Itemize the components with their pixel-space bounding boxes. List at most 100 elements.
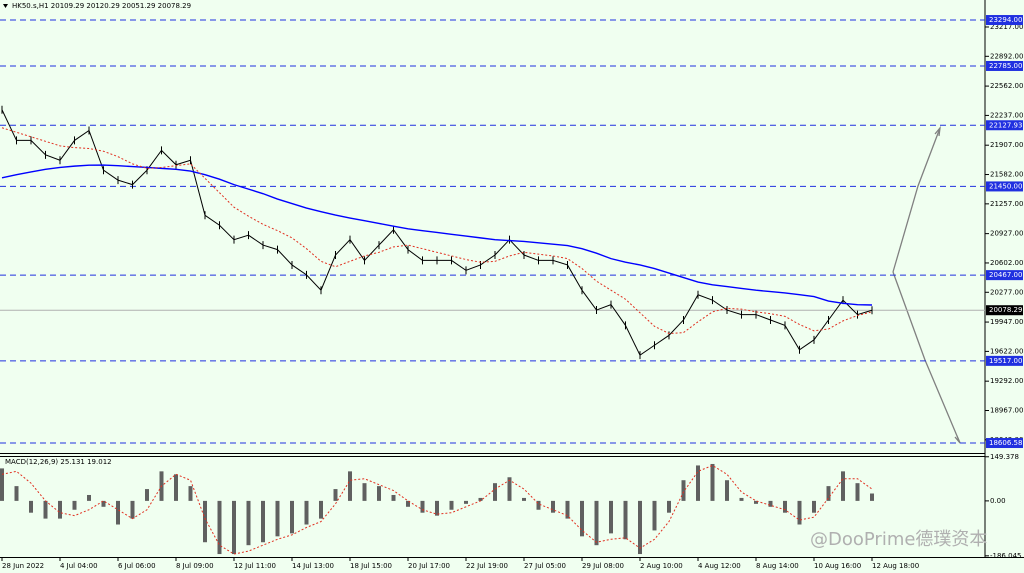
macd-bar: [203, 500, 207, 543]
macd-bar: [464, 500, 468, 504]
macd-bar: [710, 463, 715, 501]
macd-bar: [406, 500, 410, 507]
macd-bar: [261, 500, 265, 543]
macd-bar: [43, 500, 48, 519]
header: HK50.s,H1 20109.29 20120.29 20051.29 200…: [12, 2, 191, 10]
macd-bar: [478, 497, 483, 501]
x-tick-label: 28 Jun 2022: [2, 562, 44, 570]
macd-bar: [333, 489, 338, 501]
macd-bar: [870, 493, 874, 501]
macd-bar: [797, 500, 802, 525]
macd-bar: [783, 500, 787, 513]
level-box: [986, 438, 1023, 449]
macd-bar: [246, 500, 251, 546]
y-tick-label: 20277.00: [990, 288, 1023, 296]
level-box: [986, 15, 1023, 26]
macd-bar: [377, 486, 381, 501]
macd-bar: [754, 500, 758, 504]
macd-bar: [681, 480, 686, 501]
y-tick-label: -186.045: [990, 552, 1021, 560]
macd-bar: [435, 500, 439, 516]
y-tick-label: 20927.00: [990, 230, 1023, 238]
y-tick-label: 19292.00: [990, 377, 1023, 385]
macd-bar: [362, 483, 367, 501]
x-tick-label: 8 Jul 09:00: [176, 562, 214, 570]
macd-bar: [29, 500, 33, 513]
macd-bar: [493, 483, 497, 501]
watermark: @DooPrime德璞资本: [810, 529, 987, 550]
macd-bar: [145, 489, 149, 501]
macd-bar: [391, 494, 396, 501]
macd-bar: [101, 500, 106, 507]
current-label: 20078.29: [989, 306, 1022, 314]
macd-bar: [420, 500, 425, 513]
macd-bar: [522, 497, 526, 501]
x-tick-label: 4 Aug 12:00: [698, 562, 741, 570]
macd-bar: [739, 497, 744, 501]
macd-bar: [812, 500, 816, 513]
level-box: [986, 181, 1023, 192]
macd-bar: [580, 500, 584, 537]
macd-bar: [0, 468, 4, 501]
y-tick-label: 19622.00: [990, 347, 1023, 355]
x-tick-label: 2 Aug 10:00: [640, 562, 683, 570]
x-tick-label: 22 Jul 19:00: [466, 562, 508, 570]
macd-bar: [855, 483, 860, 501]
level-label: 23294.00: [989, 16, 1022, 24]
y-tick-label: 149.378: [990, 453, 1019, 461]
macd-bar: [507, 477, 512, 501]
level-label: 21450.00: [989, 182, 1022, 190]
macd-bar: [319, 500, 323, 519]
macd-label: MACD(12,26,9) 25.131 19.012: [5, 458, 112, 466]
level-label: 22785.00: [989, 62, 1022, 70]
macd-bar: [638, 500, 642, 555]
macd-bar: [87, 494, 91, 501]
macd-bar: [565, 500, 570, 519]
level-box: [986, 60, 1023, 71]
macd-bar: [725, 480, 729, 501]
level-label: 19517.00: [989, 357, 1022, 365]
macd-bar: [58, 500, 62, 519]
y-tick-label: 22237.00: [990, 111, 1023, 119]
y-tick-label: 0.00: [990, 497, 1006, 505]
macd-bar: [594, 500, 599, 546]
y-tick-label: 21257.00: [990, 200, 1023, 208]
macd-bar: [116, 500, 120, 525]
macd-bar: [72, 500, 77, 510]
x-tick-label: 20 Jul 17:00: [408, 562, 450, 570]
macd-bar: [348, 471, 352, 501]
y-tick-label: 19947.00: [990, 318, 1023, 326]
y-tick-label: 22562.00: [990, 82, 1023, 90]
macd-bar: [14, 486, 19, 501]
macd-bar: [174, 474, 178, 501]
macd-bar: [768, 500, 773, 507]
macd-bar: [188, 486, 193, 501]
x-tick-label: 29 Jul 08:00: [582, 562, 624, 570]
current-box: [986, 305, 1023, 316]
level-label: 20467.00: [989, 271, 1022, 279]
level-box: [986, 355, 1023, 366]
y-tick-label: 20602.00: [990, 259, 1023, 267]
x-tick-label: 27 Jul 05:00: [524, 562, 566, 570]
level-label: 22127.93: [989, 121, 1022, 129]
macd-bar: [667, 500, 671, 513]
x-tick-label: 4 Jul 04:00: [60, 562, 98, 570]
moving-average: [1, 164, 873, 306]
macd-bar: [232, 500, 236, 555]
macd-bar: [304, 500, 309, 525]
x-tick-label: 10 Aug 16:00: [814, 562, 861, 570]
macd-bar: [609, 500, 613, 534]
macd-bar: [551, 500, 555, 513]
macd-bar: [652, 500, 657, 531]
drawing-arrows: [892, 125, 961, 444]
y-tick-label: 23217.00: [990, 23, 1023, 31]
x-tick-label: 18 Jul 15:00: [350, 562, 392, 570]
macd-bar: [449, 500, 454, 510]
macd-bar: [130, 500, 135, 519]
macd-bar: [275, 500, 280, 537]
x-tick-label: 8 Aug 14:00: [756, 562, 799, 570]
macd-bar: [536, 500, 541, 510]
macd-signal: [1, 464, 873, 555]
